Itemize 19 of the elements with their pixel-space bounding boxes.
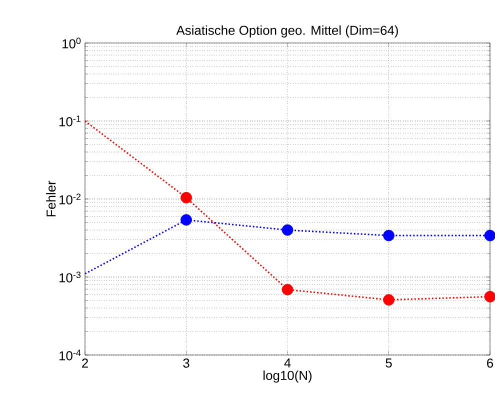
x-tick-label: 2: [82, 358, 88, 368]
chart-title: Asiatische Option geo. Mittel (Dim=64): [176, 25, 398, 38]
y-tick-label: 10$^{0}$: [62, 38, 81, 48]
point: [383, 230, 394, 242]
x-axis-title: log10(N): [264, 370, 312, 383]
y-axis-title: Fehler: [46, 180, 56, 216]
x-tick-label: 3: [183, 358, 190, 368]
y-tick-label: 10$^{-3}$: [60, 272, 81, 282]
x-tick-label: 5: [386, 358, 392, 368]
point: [180, 214, 192, 226]
x-tick-label: 6: [487, 358, 494, 368]
point: [180, 192, 192, 204]
point: [282, 224, 294, 236]
point: [282, 284, 294, 296]
x-tick-label: 4: [284, 358, 291, 368]
y-tick-label: 10$^{-2}$: [60, 194, 81, 204]
y-tick-label: 10$^{-1}$: [60, 116, 81, 126]
y-tick-label: 10$^{-4}$: [60, 350, 81, 360]
point: [383, 294, 394, 306]
